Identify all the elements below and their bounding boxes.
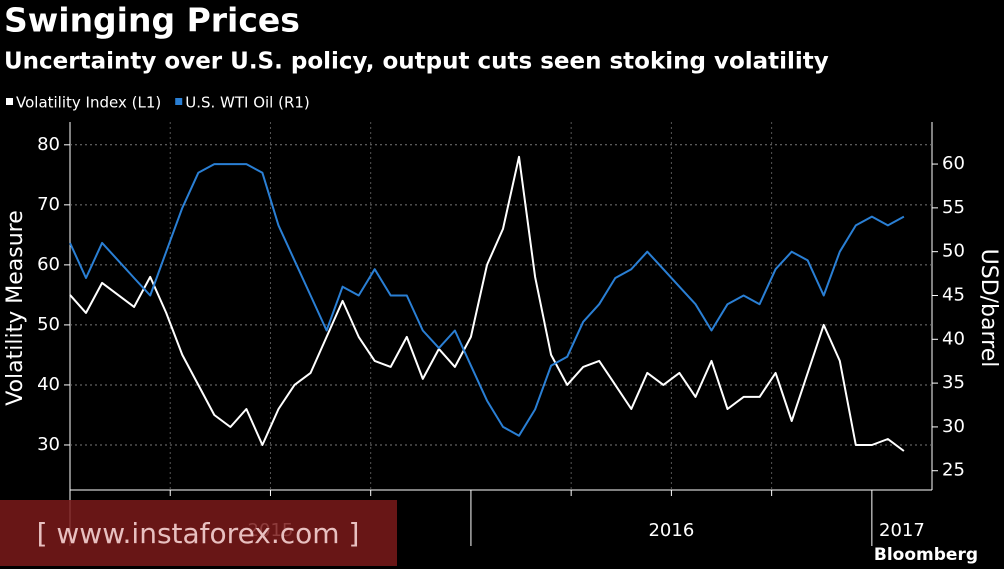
y-tick-label: 80 bbox=[37, 134, 60, 155]
legend-label: U.S. WTI Oil (R1) bbox=[185, 94, 310, 112]
y2-tick-label: 35 bbox=[942, 372, 965, 393]
legend-label: Volatility Index (L1) bbox=[16, 94, 161, 112]
y2-tick-label: 25 bbox=[942, 460, 965, 481]
legend-swatch bbox=[6, 98, 13, 105]
series-line bbox=[69, 163, 905, 437]
y2-tick-label: 55 bbox=[942, 197, 965, 218]
y-tick-label: 30 bbox=[37, 434, 60, 455]
source: Bloomberg bbox=[874, 545, 978, 565]
y-axis-label: Volatility Measure bbox=[3, 210, 28, 406]
y-tick-label: 40 bbox=[37, 374, 60, 395]
y2-tick-label: 30 bbox=[942, 416, 965, 437]
legend-swatch bbox=[175, 98, 183, 105]
x-tick-label: 2016 bbox=[648, 520, 694, 541]
watermark-box bbox=[0, 500, 397, 566]
y2-tick-label: 50 bbox=[942, 241, 965, 262]
y2-tick-label: 60 bbox=[942, 153, 965, 174]
watermark: [ www.instaforex.com ] bbox=[37, 517, 360, 550]
chart-subtitle: Uncertainty over U.S. policy, output cut… bbox=[4, 49, 829, 75]
y-tick-label: 70 bbox=[37, 194, 60, 215]
y2-tick-label: 40 bbox=[942, 328, 965, 349]
series-line bbox=[69, 155, 905, 452]
y-tick-label: 50 bbox=[37, 314, 60, 335]
chart-title: Swinging Prices bbox=[4, 1, 300, 40]
y-tick-label: 60 bbox=[37, 254, 60, 275]
x-tick-label: 2017 bbox=[879, 520, 925, 541]
y2-axis-label: USD/barrel bbox=[976, 249, 1001, 368]
y2-tick-label: 45 bbox=[942, 284, 965, 305]
